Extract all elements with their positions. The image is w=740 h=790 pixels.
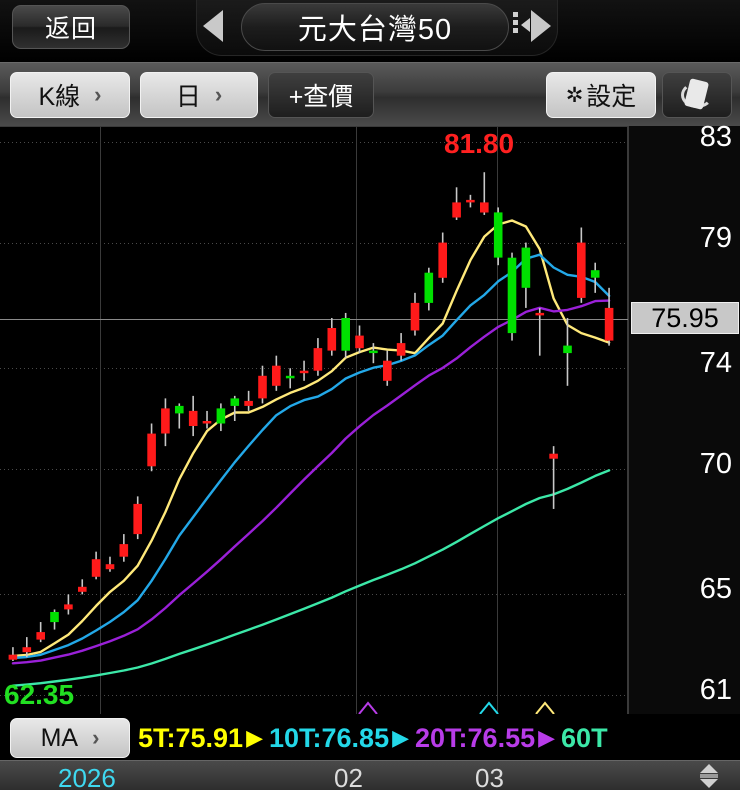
ma-legend-caret-icon: ▶ [538,725,556,750]
chart-high-label: 81.80 [444,128,515,159]
price-tick: 83 [699,121,732,154]
ma-legend-item: 20T:76.55 [415,722,536,753]
ma-legend[interactable]: 5T:75.91 ▶ 10T:76.85 ▶ 20T:76.55 ▶ 60T [138,718,733,758]
chart-toolbar: K線 › 日 › +查價 ✲ 設定 [0,62,740,126]
rotate-screen-icon [680,78,714,111]
ma-legend-item: 10T:76.85 [269,722,390,753]
period-label: 日 [175,83,201,111]
symbol-name: 元大台灣50 [297,14,453,46]
date-tick: 03 [475,763,504,790]
chart-type-label: K線 [38,83,81,111]
chevron-right-icon: › [214,82,223,107]
price-tick: 74 [699,347,732,380]
chevron-right-icon: › [92,725,100,750]
date-axis[interactable]: 2026 02 03 [0,760,740,790]
candlestick-svg [0,127,628,714]
chart-type-button[interactable]: K線 › [10,72,130,118]
rotate-screen-button[interactable] [662,72,732,118]
title-bar: 返回 元大台灣50 [0,0,740,62]
ma-button-label: MA [40,723,79,752]
ma-legend-item: 5T:75.91 [138,722,244,753]
gear-icon: ✲ [565,83,584,107]
price-axis[interactable]: 83 79 74 70 65 61 75.95 [628,121,740,714]
back-button[interactable]: 返回 [12,5,130,49]
ma-indicator-button[interactable]: MA › [10,718,130,758]
price-tick: 65 [699,573,732,606]
next-symbol-icon[interactable] [531,10,551,42]
date-tick: 02 [334,763,363,790]
vertical-scroll-icon[interactable] [700,764,718,788]
settings-label: 設定 [586,83,637,111]
add-quote-button[interactable]: +查價 [268,72,374,118]
ma-legend-caret-icon: ▶ [392,725,410,750]
date-tick: 2026 [58,763,116,790]
price-tick: 79 [699,221,732,254]
ma-indicator-bar: MA › 5T:75.91 ▶ 10T:76.85 ▶ 20T:76.55 ▶ 60T [0,714,740,760]
current-price-badge: 75.95 [631,302,739,335]
symbol-selector: 元大台灣50 [196,0,558,56]
period-button[interactable]: 日 › [140,72,258,118]
ma-legend-caret-icon: ▶ [246,725,263,750]
previous-symbol-icon[interactable] [203,10,223,42]
chart-low-label: 62.35 [4,679,75,710]
price-tick: 70 [699,447,732,480]
symbol-pill[interactable]: 元大台灣50 [241,3,509,51]
chevron-right-icon: › [94,82,102,107]
price-tick: 61 [699,673,732,706]
price-chart[interactable]: 81.80 62.35 [0,126,628,714]
settings-button[interactable]: ✲ 設定 [546,72,656,118]
more-options-icon[interactable] [513,12,535,38]
ma-legend-item: 60T [561,722,608,753]
